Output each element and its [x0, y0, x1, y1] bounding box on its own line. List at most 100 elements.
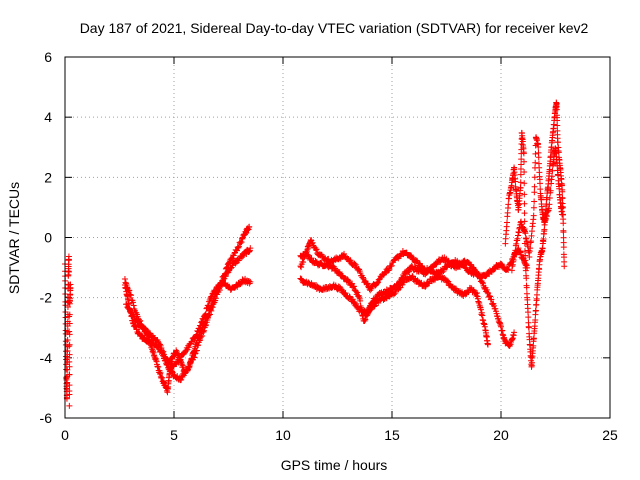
data-point — [191, 350, 198, 357]
data-point — [547, 187, 554, 194]
data-point — [549, 167, 556, 174]
x-tick-label: 0 — [61, 427, 69, 443]
data-point — [237, 240, 244, 247]
data-point — [392, 290, 399, 297]
data-point — [532, 159, 539, 166]
data-point — [440, 268, 447, 275]
data-point — [483, 286, 490, 293]
x-tick-label: 5 — [170, 427, 178, 443]
data-point — [197, 336, 204, 343]
data-point — [537, 180, 544, 187]
data-point — [530, 212, 537, 219]
y-axis-label: SDTVAR / TECUs — [6, 182, 22, 294]
data-point — [159, 347, 166, 354]
data-point — [216, 283, 223, 290]
data-point — [130, 299, 137, 306]
data-point — [479, 280, 486, 287]
data-trace — [123, 275, 254, 370]
data-point — [523, 284, 530, 291]
data-point — [121, 276, 128, 283]
data-point — [317, 259, 324, 266]
data-point — [123, 301, 130, 308]
data-point — [445, 278, 452, 285]
data-point — [532, 307, 539, 314]
data-point — [517, 184, 524, 191]
data-point — [525, 309, 532, 316]
x-tick-label: 10 — [275, 427, 291, 443]
y-tick-label: 4 — [44, 109, 52, 125]
data-point — [406, 268, 413, 275]
data-point — [539, 245, 546, 252]
data-point — [194, 328, 201, 335]
data-point — [374, 279, 381, 286]
data-point — [125, 287, 132, 294]
data-point — [521, 180, 528, 187]
data-point — [439, 269, 446, 276]
data-point — [166, 360, 173, 367]
data-point — [411, 264, 418, 271]
data-point — [196, 337, 203, 344]
data-point — [65, 253, 72, 260]
data-point — [203, 305, 210, 312]
y-tick-label: 0 — [44, 230, 52, 246]
data-point — [554, 139, 561, 146]
data-point — [197, 322, 204, 329]
data-point — [190, 353, 197, 360]
data-point — [124, 284, 131, 291]
data-point — [351, 299, 358, 306]
data-point — [193, 331, 200, 338]
data-point — [479, 279, 486, 286]
data-trace — [297, 273, 491, 348]
data-point — [189, 338, 196, 345]
data-point — [400, 278, 407, 285]
data-point — [325, 255, 332, 262]
data-point — [235, 243, 242, 250]
data-point — [159, 350, 166, 357]
data-point — [559, 188, 566, 195]
data-point — [235, 244, 242, 251]
data-point — [208, 293, 215, 300]
data-point — [338, 286, 345, 293]
data-point — [445, 258, 452, 265]
data-point — [553, 106, 560, 113]
data-point — [246, 223, 253, 230]
data-point — [531, 198, 538, 205]
data-point — [202, 310, 209, 317]
y-tick-label: -6 — [40, 410, 53, 426]
data-point — [360, 274, 367, 281]
data-point — [546, 201, 553, 208]
data-point — [532, 150, 539, 157]
data-point — [336, 269, 343, 276]
data-point — [203, 321, 210, 328]
plot-frame — [64, 56, 611, 419]
data-point — [353, 300, 360, 307]
data-point — [298, 264, 305, 271]
data-point — [247, 245, 254, 252]
data-trace — [297, 251, 518, 349]
data-point — [523, 275, 530, 282]
data-point — [199, 333, 206, 340]
data-point — [522, 267, 529, 274]
data-point — [193, 332, 200, 339]
data-point — [530, 204, 537, 211]
data-point — [353, 288, 360, 295]
data-point — [390, 291, 397, 298]
data-point — [196, 325, 203, 332]
data-point — [549, 173, 556, 180]
data-point — [473, 292, 480, 299]
data-point — [197, 334, 204, 341]
data-point — [308, 255, 315, 262]
data-point — [66, 328, 73, 335]
data-point — [222, 273, 229, 280]
data-point — [66, 402, 73, 409]
data-point — [127, 309, 134, 316]
data-point — [561, 263, 568, 270]
data-point — [517, 179, 524, 186]
data-point — [127, 291, 134, 298]
data-point — [67, 281, 74, 288]
x-tick-label: 15 — [384, 427, 400, 443]
data-trace — [508, 134, 566, 274]
data-point — [313, 246, 320, 253]
data-point — [312, 246, 319, 253]
data-point — [208, 307, 215, 314]
